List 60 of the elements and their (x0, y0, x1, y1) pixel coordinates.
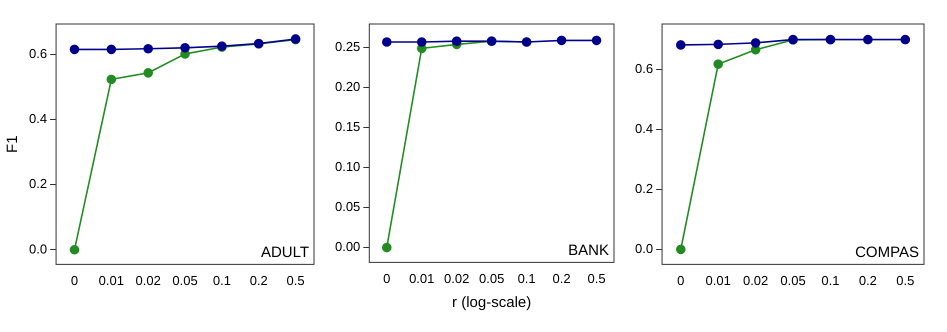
x-tick-label: 0.05 (172, 272, 198, 288)
x-tick-label: 0.5 (587, 270, 606, 286)
x-tick-label: 0.5 (286, 272, 305, 288)
point (900, 34, 910, 44)
point (676, 40, 686, 50)
point (143, 44, 153, 54)
x-tick-label: 0 (383, 270, 390, 286)
x-tick-label: 0.01 (409, 270, 434, 286)
y-tick-label: 0.0 (634, 240, 654, 256)
x-tick-label: 0.2 (552, 270, 571, 286)
x-tick-label: 0.2 (250, 272, 268, 288)
point (143, 68, 153, 78)
x-tick-label: 0.02 (136, 272, 161, 288)
y-tick-label: 0.4 (634, 121, 654, 136)
x-tick-label: 0.1 (821, 272, 840, 288)
point (556, 36, 566, 46)
y-tick-label: 0.6 (28, 46, 48, 61)
x-tick-label: 0.05 (780, 272, 806, 288)
y-tick-label: 0.20 (334, 79, 360, 94)
point (713, 40, 723, 50)
annotation: BANK (568, 242, 609, 260)
y-tick-label: 0.00 (334, 239, 360, 254)
point (106, 74, 116, 84)
point (863, 34, 873, 44)
x-tick-label: 0 (677, 272, 684, 288)
y-tick-label: 0.6 (634, 61, 654, 76)
x-tick-label: 0.01 (98, 272, 124, 288)
x-tick-label: 0.01 (706, 272, 731, 288)
y-tick-label: 0.25 (334, 39, 360, 54)
point (382, 37, 392, 47)
point (382, 242, 392, 252)
point (70, 44, 80, 54)
x-tick-label: 0.05 (478, 270, 504, 286)
point (676, 244, 686, 254)
y-axis-title: F1 (4, 135, 22, 153)
point (106, 44, 116, 54)
x-tick-label: 0.02 (742, 272, 768, 288)
x-axis-title: r (log-scale) (452, 294, 532, 312)
y-tick-label: 0.05 (334, 199, 360, 214)
y-tick-label: 0.0 (28, 241, 48, 256)
y-tick-label: 0.2 (28, 176, 48, 192)
annotation: COMPAS (855, 244, 919, 262)
annotation: ADULT (260, 244, 309, 262)
point (180, 42, 190, 53)
point (750, 38, 760, 48)
x-tick-label: 0.5 (896, 272, 914, 288)
point (713, 59, 723, 69)
point (592, 36, 602, 46)
x-tick-label: 0.02 (444, 270, 470, 286)
x-tick-label: 0 (70, 272, 78, 288)
x-tick-label: 0.1 (518, 270, 536, 286)
point (452, 36, 462, 46)
y-tick-label: 0.15 (334, 119, 360, 134)
point (70, 244, 80, 255)
y-tick-label: 0.2 (634, 181, 654, 196)
y-tick-label: 0.10 (334, 159, 360, 174)
x-tick-label: 0.2 (858, 272, 877, 288)
x-tick-label: 0.1 (212, 272, 231, 288)
y-tick-label: 0.4 (28, 111, 48, 126)
point (416, 37, 427, 47)
